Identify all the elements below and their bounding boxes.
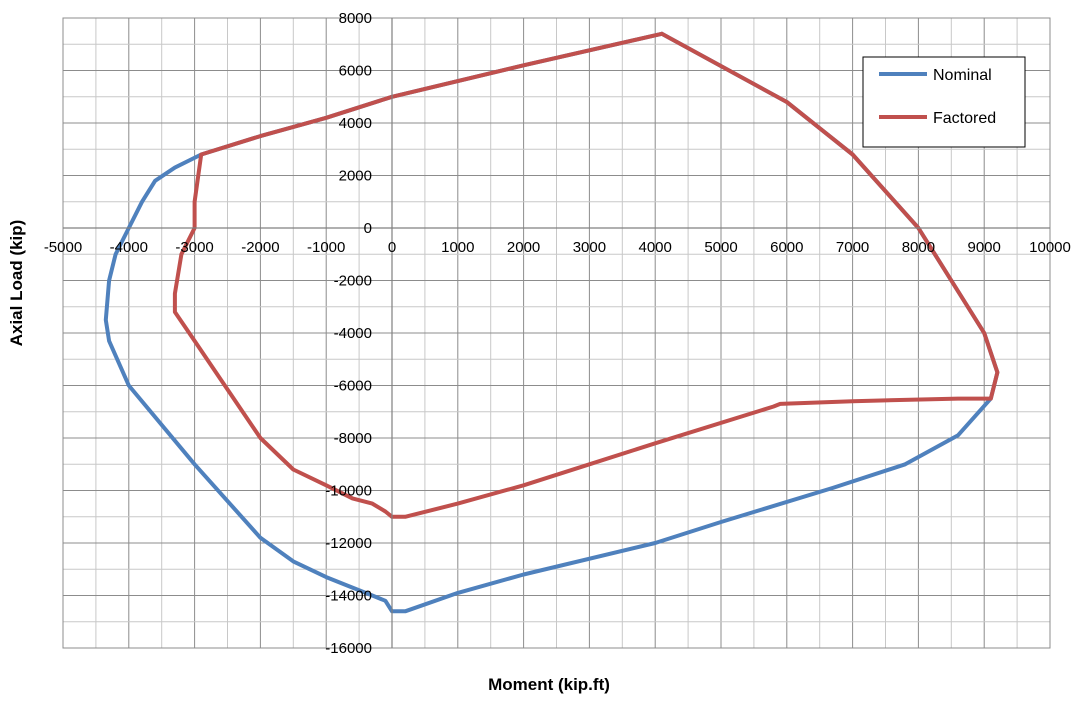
x-tick-label: 1000 xyxy=(441,239,474,256)
y-axis-title: Axial Load (kip) xyxy=(7,220,26,347)
legend-label-nominal: Nominal xyxy=(933,67,992,84)
y-tick-label: -6000 xyxy=(334,378,372,395)
y-tick-label: -2000 xyxy=(334,273,372,290)
x-tick-label: 4000 xyxy=(639,239,672,256)
x-tick-label: 0 xyxy=(388,239,396,256)
y-tick-label: 6000 xyxy=(339,63,372,80)
axes xyxy=(63,18,1050,648)
x-tick-label: 6000 xyxy=(770,239,803,256)
y-tick-label: -12000 xyxy=(325,535,372,552)
x-tick-label: 7000 xyxy=(836,239,869,256)
x-tick-label: 10000 xyxy=(1029,239,1071,256)
legend: Nominal Factored xyxy=(862,56,1026,148)
y-tick-label: 4000 xyxy=(339,115,372,132)
y-tick-label: -14000 xyxy=(325,588,372,605)
series-line-factored xyxy=(172,31,1000,519)
x-tick-label: 3000 xyxy=(573,239,606,256)
y-tick-label: -16000 xyxy=(325,640,372,657)
y-tick-label: 0 xyxy=(364,220,372,237)
x-tick-label: -3000 xyxy=(175,239,213,256)
y-tick-label: 2000 xyxy=(339,168,372,185)
x-tick-label: -5000 xyxy=(44,239,82,256)
x-tick-label: -1000 xyxy=(307,239,345,256)
x-tick-label: 5000 xyxy=(704,239,737,256)
x-tick-label: -4000 xyxy=(110,239,148,256)
plot-border xyxy=(62,17,1051,649)
tick-labels: -5000 -4000 -3000 -2000 -1000 0 1000 2000 3000 40… xyxy=(44,10,1071,657)
series-lines xyxy=(103,31,1000,614)
x-tick-label: 8000 xyxy=(902,239,935,256)
y-tick-label: -8000 xyxy=(334,430,372,447)
grid xyxy=(62,17,1051,649)
x-tick-label: 2000 xyxy=(507,239,540,256)
y-tick-label: 8000 xyxy=(339,10,372,27)
y-tick-label: -4000 xyxy=(334,325,372,342)
legend-label-factored: Factored xyxy=(933,110,996,127)
y-tick-label: -10000 xyxy=(325,483,372,500)
x-tick-label: -2000 xyxy=(241,239,279,256)
x-axis-title: Moment (kip.ft) xyxy=(488,675,610,694)
x-tick-label: 9000 xyxy=(968,239,1001,256)
